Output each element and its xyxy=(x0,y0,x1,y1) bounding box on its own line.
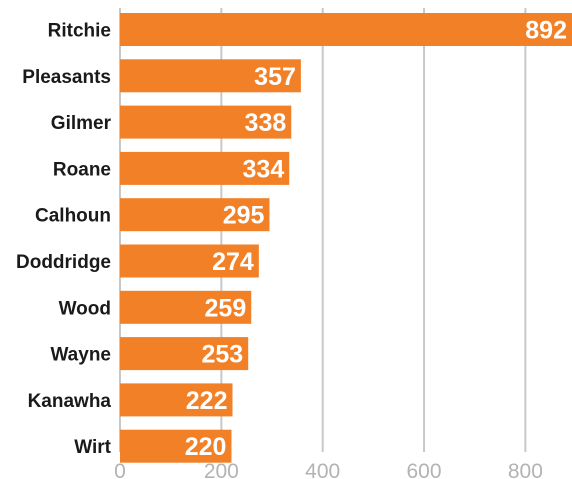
category-labels: Ritchie Pleasants Gilmer Roane Calhoun Doddri… xyxy=(16,21,112,459)
bar xyxy=(120,198,270,232)
value-label: 220 xyxy=(185,433,227,461)
bar xyxy=(120,151,290,185)
category-label: Calhoun xyxy=(35,206,111,227)
value-labels: 892 357 338 334 295 274 259 253 222 220 xyxy=(185,17,567,462)
category-label: Roane xyxy=(53,159,111,180)
bar xyxy=(120,429,232,463)
x-tick-label: 0 xyxy=(114,460,126,479)
x-tick-label: 800 xyxy=(508,460,543,479)
category-label: Doddridge xyxy=(16,252,111,273)
x-tick-label: 400 xyxy=(305,460,340,479)
category-label: Wood xyxy=(59,298,111,319)
category-label: Wirt xyxy=(74,437,111,458)
value-label: 357 xyxy=(254,63,296,91)
category-label: Wayne xyxy=(50,345,111,366)
bar xyxy=(120,337,249,371)
x-tick-label: 600 xyxy=(407,460,442,479)
category-label: Ritchie xyxy=(48,21,111,42)
x-axis-ticks: 0 200 400 600 800 xyxy=(114,460,543,479)
value-label: 892 xyxy=(525,17,567,45)
category-label: Gilmer xyxy=(51,113,112,134)
bar xyxy=(120,383,233,417)
category-label: Kanawha xyxy=(28,391,112,412)
value-label: 295 xyxy=(223,202,265,230)
value-label: 274 xyxy=(212,248,254,276)
value-label: 259 xyxy=(205,294,247,322)
bar xyxy=(120,105,292,139)
value-label: 253 xyxy=(201,341,243,369)
bar xyxy=(120,59,301,93)
value-label: 334 xyxy=(243,155,285,183)
category-label: Pleasants xyxy=(22,67,111,88)
value-label: 338 xyxy=(245,109,287,137)
bar xyxy=(120,13,572,46)
value-label: 222 xyxy=(186,387,228,415)
bar xyxy=(120,244,259,278)
bar xyxy=(120,290,252,324)
x-tick-label: 200 xyxy=(204,460,239,479)
bars xyxy=(120,13,572,463)
